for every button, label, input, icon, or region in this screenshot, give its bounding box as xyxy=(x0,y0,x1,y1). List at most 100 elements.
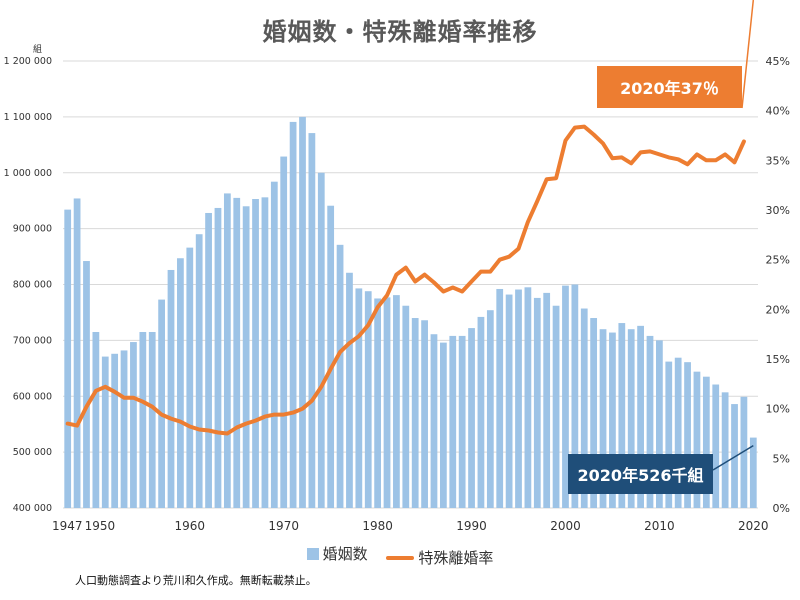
footnote: 人口動態調査より荒川和久作成。無断転載禁止。 xyxy=(75,574,317,587)
bar xyxy=(515,289,522,508)
bar xyxy=(261,197,269,508)
bar xyxy=(242,206,250,508)
bar xyxy=(505,294,513,508)
bar xyxy=(214,207,222,509)
bar xyxy=(562,285,569,508)
annotation-leader-count xyxy=(712,444,754,471)
left-tick-label: 700 000 xyxy=(13,335,52,346)
bar xyxy=(421,320,428,508)
left-tick-label: 1 200 000 xyxy=(4,56,52,67)
left-tick-label: 900 000 xyxy=(13,224,52,235)
legend-swatch-bars xyxy=(306,547,319,560)
x-tick-label: 1970 xyxy=(268,519,299,533)
chart-title: 婚姻数・特殊離婚率推移 xyxy=(262,18,538,46)
bar xyxy=(712,384,720,508)
bar xyxy=(721,392,729,508)
bar xyxy=(130,342,137,508)
left-tick-label: 400 000 xyxy=(13,503,52,514)
left-tick-label: 800 000 xyxy=(13,280,52,291)
left-tick-label: 600 000 xyxy=(13,391,52,402)
bar xyxy=(637,325,644,508)
bar xyxy=(580,308,588,508)
right-tick-label: 15% xyxy=(766,353,790,366)
bar xyxy=(148,331,156,508)
bar xyxy=(449,335,457,508)
bar xyxy=(599,329,607,508)
bar xyxy=(355,288,363,508)
bar xyxy=(64,209,72,508)
bar xyxy=(477,316,485,508)
line-series xyxy=(65,124,746,436)
bar xyxy=(177,258,184,508)
left-axis-unit: 組 xyxy=(33,45,43,55)
annotation-count-2020: 2020年526千組 xyxy=(568,454,713,494)
bar xyxy=(383,297,391,508)
bar xyxy=(618,323,626,508)
right-tick-label: 45% xyxy=(766,55,790,68)
bar xyxy=(195,234,203,508)
annotation-leader-rate xyxy=(741,0,755,109)
bar xyxy=(665,361,673,508)
x-tick-label: 1980 xyxy=(362,519,393,533)
bar xyxy=(656,340,663,508)
bar xyxy=(308,133,316,509)
bar xyxy=(468,328,475,508)
bar xyxy=(327,205,335,508)
bar xyxy=(552,305,560,508)
bar xyxy=(120,350,128,508)
bar xyxy=(627,329,635,508)
bar xyxy=(684,362,691,508)
bar xyxy=(167,269,175,508)
bar xyxy=(430,334,438,508)
left-tick-label: 1 000 000 xyxy=(4,168,52,179)
bar xyxy=(139,331,147,508)
legend: 婚姻数 特殊離婚率 xyxy=(0,543,800,568)
bar xyxy=(524,287,532,508)
bar xyxy=(609,332,616,508)
legend-item-bars: 婚姻数 xyxy=(306,543,368,564)
bar xyxy=(346,272,353,508)
bar xyxy=(543,292,551,508)
left-tick-label: 500 000 xyxy=(13,447,52,458)
bar xyxy=(289,121,297,508)
x-tick-label: 1947 xyxy=(52,519,83,533)
bar xyxy=(411,318,419,508)
bar xyxy=(374,298,382,508)
bar xyxy=(270,181,278,508)
annotation-rate-2020: 2020年37％ xyxy=(597,66,742,108)
right-tick-label: 35% xyxy=(766,154,790,167)
x-tick-label: 2000 xyxy=(550,519,581,533)
bar xyxy=(317,172,325,508)
bar xyxy=(486,310,494,508)
bar xyxy=(402,305,410,508)
bar xyxy=(646,335,654,508)
bar xyxy=(83,261,90,508)
right-tick-label: 5% xyxy=(773,452,790,465)
bar xyxy=(336,244,344,509)
bar xyxy=(749,437,757,508)
bar xyxy=(205,212,212,509)
bar xyxy=(111,353,119,508)
bar xyxy=(73,198,81,508)
bar xyxy=(299,116,306,508)
bar xyxy=(571,284,579,508)
bar xyxy=(233,197,241,509)
bar xyxy=(731,404,738,508)
bar xyxy=(740,396,748,508)
right-tick-label: 30% xyxy=(766,204,790,217)
bar xyxy=(393,295,400,508)
legend-swatch-line xyxy=(386,555,415,560)
bar xyxy=(280,156,288,508)
legend-item-line: 特殊離婚率 xyxy=(386,547,493,568)
bar xyxy=(223,193,231,508)
legend-label-line: 特殊離婚率 xyxy=(418,549,494,567)
bar xyxy=(674,357,682,508)
x-tick-label: 1950 xyxy=(85,519,116,533)
right-tick-label: 40% xyxy=(766,105,790,118)
bar xyxy=(101,356,109,508)
bar xyxy=(92,331,100,508)
left-tick-label: 1 100 000 xyxy=(4,112,52,123)
right-tick-label: 20% xyxy=(766,303,790,316)
bar xyxy=(364,291,372,508)
